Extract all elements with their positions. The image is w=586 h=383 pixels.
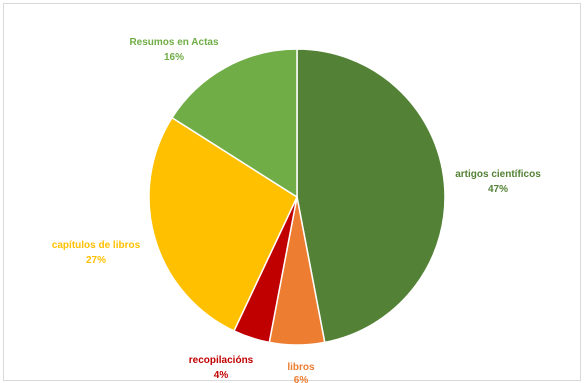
slice-pct-capitulos: 27% xyxy=(86,255,106,266)
slice-label-capitulos: capítulos de libros xyxy=(52,240,141,251)
pie-slice-resumos xyxy=(171,48,298,199)
pie-slices xyxy=(148,48,446,346)
slice-pct-recopilacions: 4% xyxy=(214,370,229,381)
slice-label-resumos: Resumos en Actas xyxy=(129,37,219,48)
slice-label-artigos: artigos científicos xyxy=(455,169,541,180)
pie-slice-artigos xyxy=(296,48,446,344)
pie-slice-capitulos xyxy=(148,116,298,332)
pie-labels: artigos científicos 47% libros 6% recopi… xyxy=(52,37,541,383)
slice-label-libros: libros xyxy=(287,362,315,373)
slice-pct-resumos: 16% xyxy=(164,52,184,63)
slice-pct-artigos: 47% xyxy=(488,184,508,195)
slice-pct-libros: 6% xyxy=(294,375,309,383)
slice-label-recopilacions: recopilacións xyxy=(189,355,254,366)
